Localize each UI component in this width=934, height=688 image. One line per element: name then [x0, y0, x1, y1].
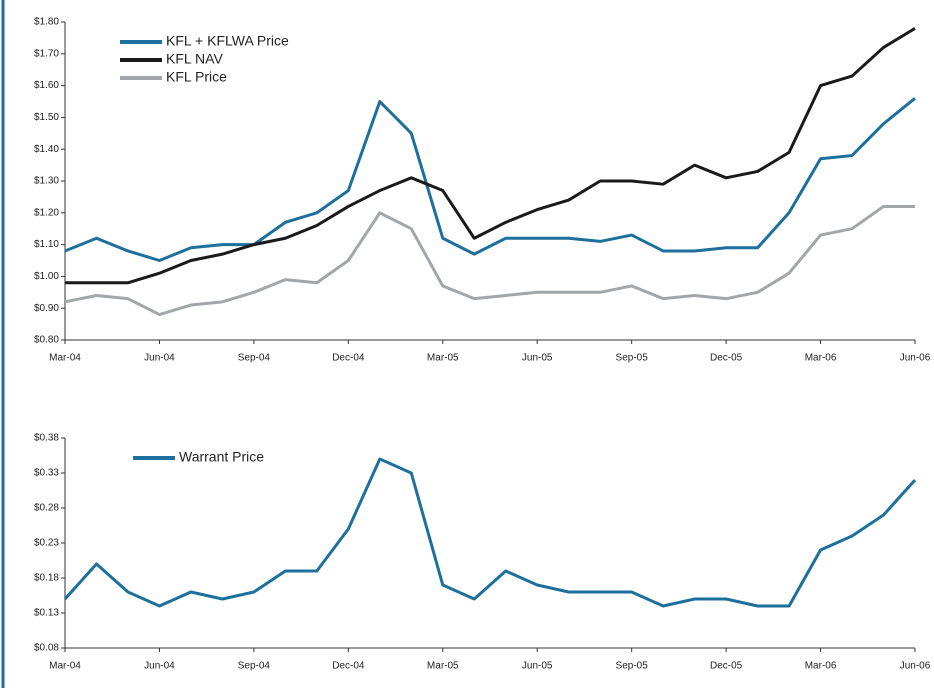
x-tick-label: Jun-06 — [900, 661, 931, 672]
y-tick-label: $1.60 — [34, 80, 59, 91]
x-tick-label: Jun-05 — [522, 661, 553, 672]
x-tick-label: Mar-04 — [49, 661, 81, 672]
x-tick-label: Jun-06 — [900, 353, 931, 364]
x-tick-label: Mar-05 — [427, 661, 459, 672]
y-tick-label: $1.50 — [34, 112, 59, 123]
x-tick-label: Mar-06 — [805, 353, 837, 364]
x-tick-label: Dec-04 — [332, 353, 365, 364]
y-tick-label: $1.70 — [34, 48, 59, 59]
y-tick-label: $0.38 — [34, 433, 59, 444]
legend-label: KFL NAV — [166, 51, 223, 67]
series-line — [64, 97, 916, 262]
x-tick-label: Mar-04 — [49, 353, 81, 364]
y-tick-label: $0.28 — [34, 503, 59, 514]
y-tick-label: $1.00 — [34, 271, 59, 282]
y-tick-label: $0.18 — [34, 573, 59, 584]
y-tick-label: $1.10 — [34, 239, 59, 250]
y-tick-label: $0.13 — [34, 608, 59, 619]
x-tick-label: Sep-05 — [616, 353, 649, 364]
x-tick-label: Jun-04 — [144, 353, 175, 364]
y-tick-label: $0.80 — [34, 335, 59, 346]
y-tick-label: $0.33 — [34, 468, 59, 479]
x-tick-label: Sep-04 — [238, 661, 271, 672]
x-tick-label: Mar-05 — [427, 353, 459, 364]
series-line — [65, 27, 916, 285]
series-line — [63, 457, 917, 608]
x-tick-label: Sep-04 — [238, 353, 271, 364]
y-tick-label: $1.80 — [34, 17, 59, 28]
legend-label: KFL + KFLWA Price — [166, 33, 289, 49]
x-tick-label: Dec-05 — [710, 661, 743, 672]
x-tick-label: Mar-06 — [805, 661, 837, 672]
y-tick-label: $1.40 — [34, 144, 59, 155]
x-tick-label: Sep-05 — [616, 661, 649, 672]
y-tick-label: $1.30 — [34, 176, 59, 187]
x-tick-label: Jun-04 — [144, 661, 175, 672]
series-line — [64, 204, 915, 317]
y-tick-label: $0.08 — [34, 643, 59, 654]
x-tick-label: Jun-05 — [522, 353, 553, 364]
legend-label: Warrant Price — [179, 449, 264, 465]
legend-label: KFL Price — [166, 69, 227, 85]
y-tick-label: $0.23 — [34, 538, 59, 549]
x-tick-label: Dec-05 — [710, 353, 743, 364]
y-tick-label: $0.90 — [34, 303, 59, 314]
y-tick-label: $1.20 — [34, 207, 59, 218]
x-tick-label: Dec-04 — [332, 661, 365, 672]
